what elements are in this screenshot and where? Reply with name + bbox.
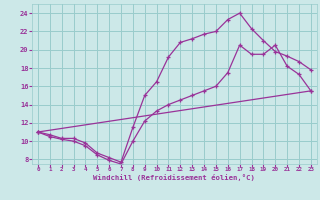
X-axis label: Windchill (Refroidissement éolien,°C): Windchill (Refroidissement éolien,°C) — [93, 174, 255, 181]
